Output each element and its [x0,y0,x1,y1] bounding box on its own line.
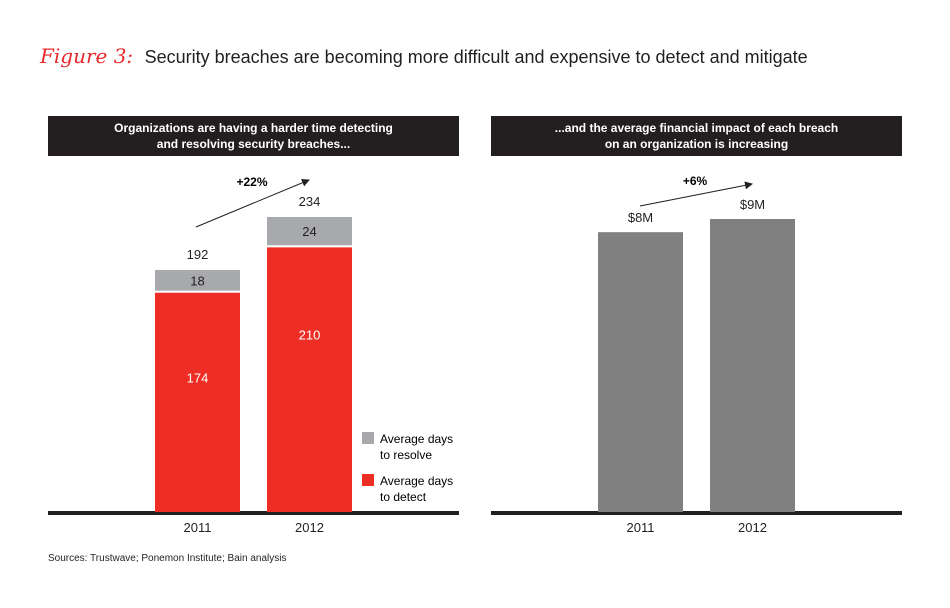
right-chart: $8M 2011 $9M 2012 +6% [491,174,902,535]
left-x-axis-baseline [48,511,459,515]
x-tick-label: 2012 [295,520,324,535]
growth-annotation: +6% [683,174,708,188]
bar-segment-separator [155,290,240,293]
figure-title-text: Security breaches are becoming more diff… [144,47,808,67]
data-label-detect: 210 [299,328,321,343]
legend-label: Average days [380,474,453,488]
data-label-detect: 174 [187,370,209,385]
data-label-resolve: 18 [190,273,204,288]
x-tick-label: 2012 [738,520,767,535]
right-header-line-1: ...and the average financial impact of e… [554,121,839,135]
legend-label: to resolve [380,448,432,462]
data-label-resolve: 24 [302,224,316,239]
data-label-total: 234 [299,194,321,209]
bar-financial-impact-2011 [598,232,683,513]
legend-label: Average days [380,432,453,446]
data-label-value: $9M [740,197,765,212]
bar-days-to-detect-2011 [155,292,240,512]
left-panel-header: Organizations are having a harder time d… [48,116,459,156]
figure-title: Figure 3: Security breaches are becoming… [40,44,808,68]
legend-swatch-detect [362,474,374,486]
bar-days-to-detect-2012 [267,247,352,512]
left-header-line-1: Organizations are having a harder time d… [114,121,393,135]
x-tick-label: 2011 [184,520,212,535]
right-x-axis-baseline [491,511,902,515]
trend-arrow [195,178,310,228]
bar-days-to-resolve-2012 [267,217,352,246]
right-panel-header: ...and the average financial impact of e… [491,116,902,156]
legend-swatch-resolve [362,432,374,444]
sources-note: Sources: Trustwave; Ponemon Institute; B… [48,553,287,564]
bar-days-to-resolve-2011 [155,269,240,291]
figure-label: Figure 3: [40,44,134,68]
right-header-line-2: on an organization is increasing [604,137,789,151]
data-label-value: $8M [628,210,653,225]
trend-arrow [639,181,753,207]
growth-annotation: +22% [236,175,267,189]
legend-label: to detect [380,490,427,504]
x-tick-label: 2011 [627,520,655,535]
data-label-total: 192 [187,247,209,262]
bar-financial-impact-2012 [710,219,795,512]
bar-segment-separator [267,245,352,248]
left-header-line-2: and resolving security breaches... [156,137,351,151]
left-chart: 174 18 192 2011 210 24 234 2012 +22% Average days… [48,175,459,535]
